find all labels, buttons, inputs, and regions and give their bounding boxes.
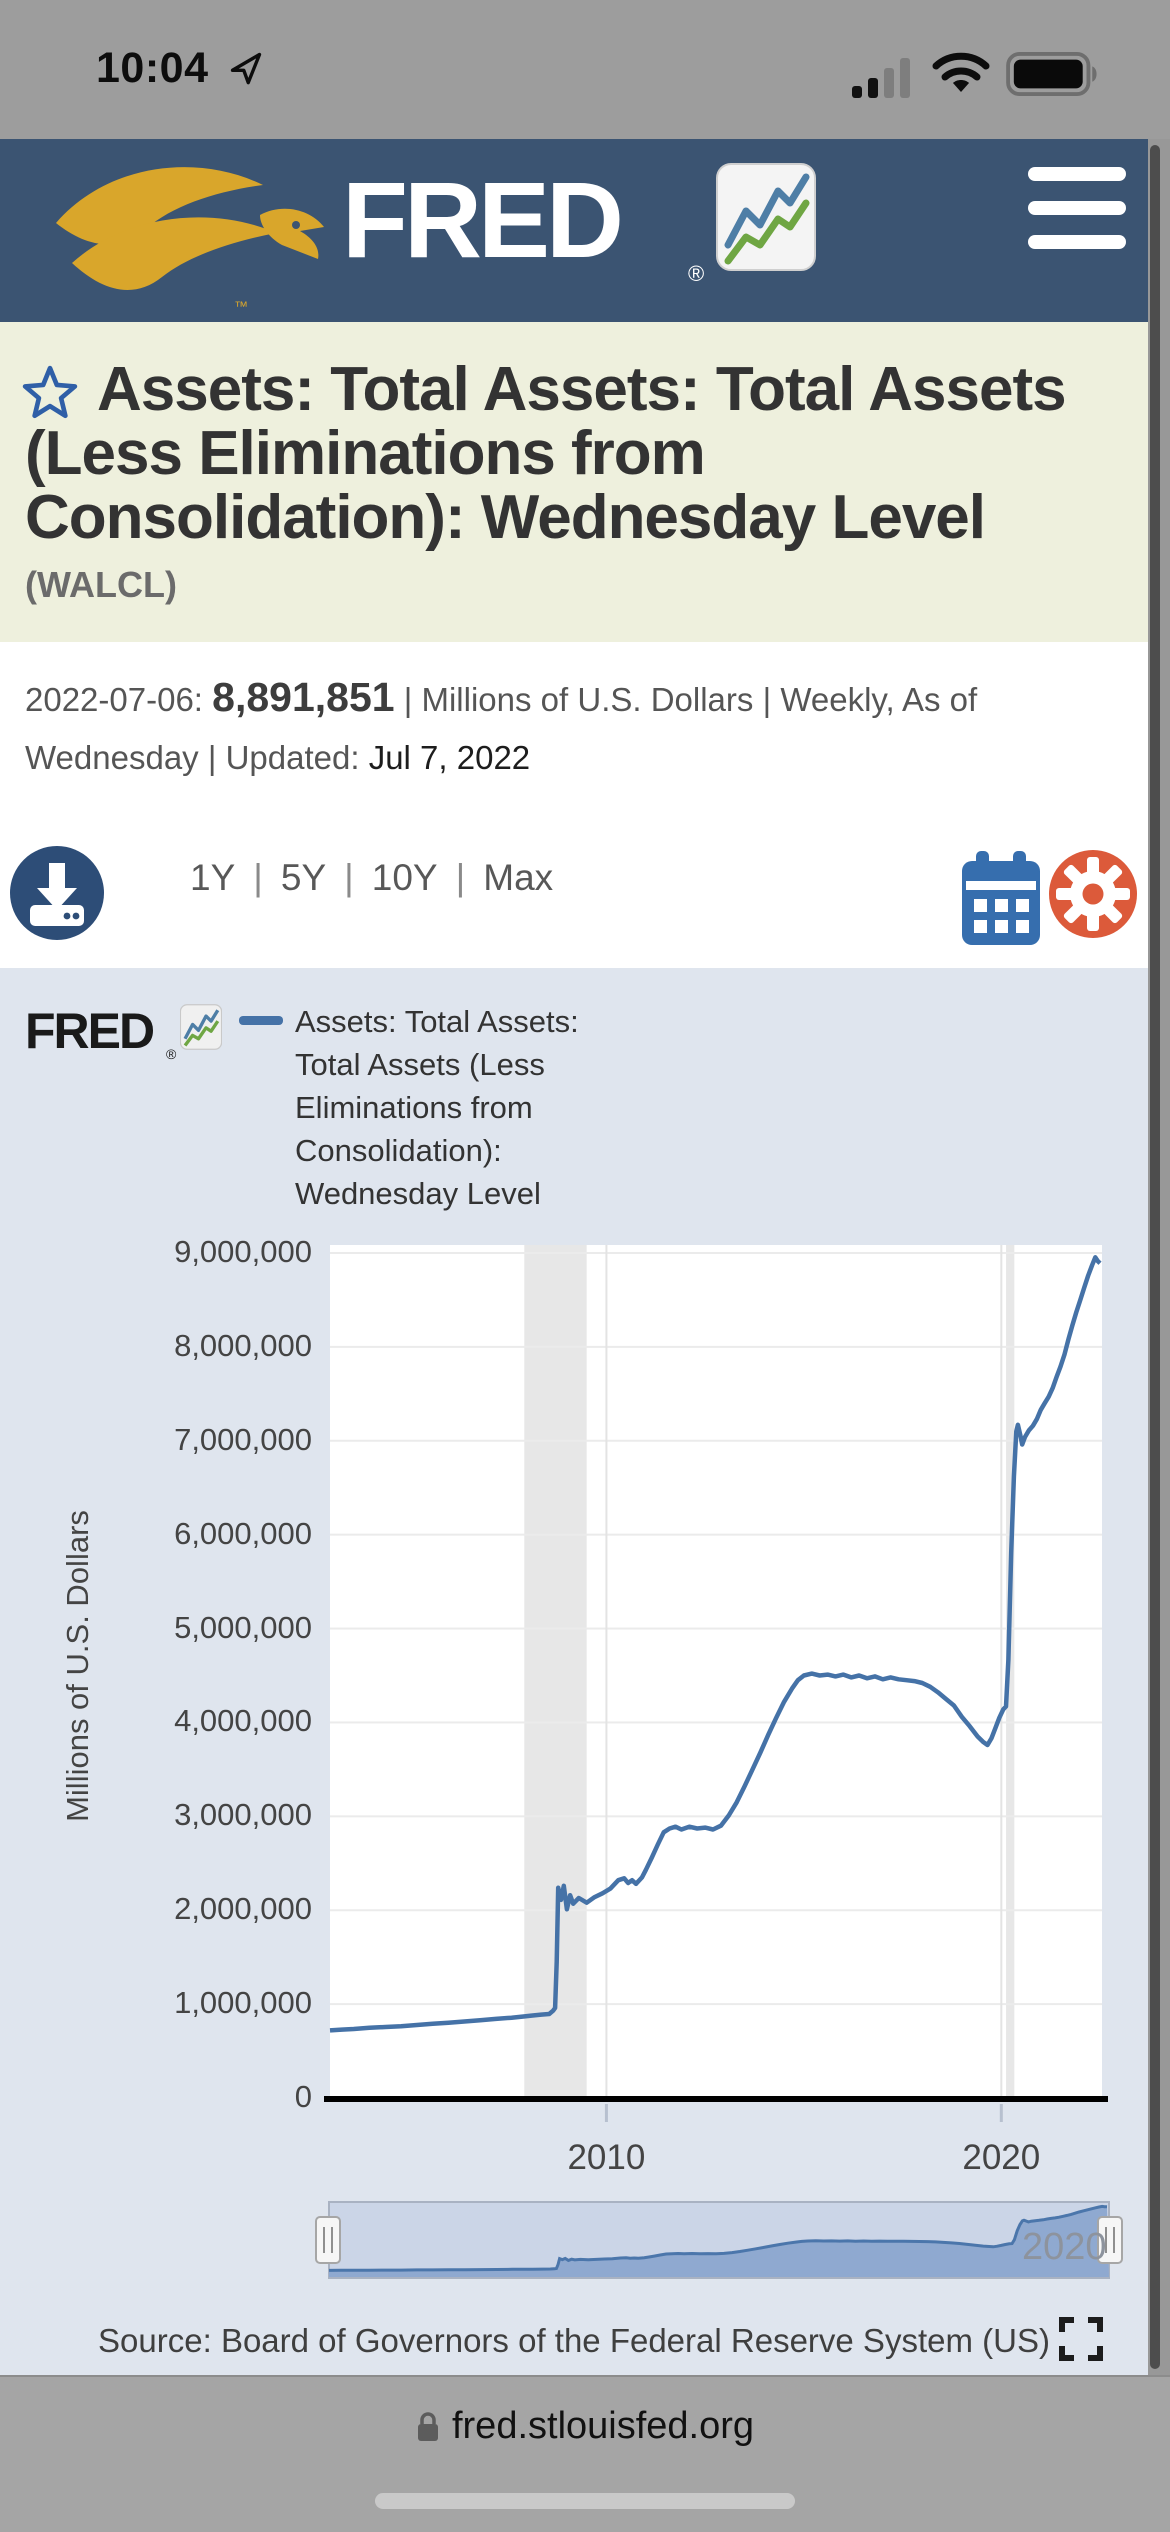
chart-toolbar: 1Y | 5Y | 10Y | Max — [0, 815, 1148, 968]
fred-chart-icon-small — [180, 1004, 222, 1050]
separator: | — [762, 681, 772, 718]
observation-text: 2022-07-06: 8,891,851 | Millions of U.S.… — [25, 668, 1037, 787]
range-link-5y[interactable]: 5Y — [280, 857, 327, 898]
recession-band — [1006, 1245, 1015, 2098]
scrollbar-thumb[interactable] — [1150, 145, 1160, 2369]
gridline-h — [330, 2003, 1102, 2006]
x-axis-line — [324, 2096, 1108, 2102]
lock-icon — [417, 2411, 438, 2441]
legend-line: Assets: Total Assets: — [295, 1004, 579, 1039]
fred-eagle-logo[interactable]: ™ — [38, 145, 338, 317]
gridline-h — [330, 1815, 1102, 1818]
status-bar: 10:04 — [0, 0, 1170, 139]
registered-mark: ® — [688, 261, 705, 286]
legend-line: Eliminations from — [295, 1090, 533, 1125]
menu-bar — [1028, 167, 1126, 181]
gridline-v — [1000, 1245, 1003, 2098]
x-axis-tick — [999, 2104, 1003, 2122]
separator: | — [403, 681, 413, 718]
slider-line — [328, 2204, 1108, 2272]
series-line — [329, 1255, 1102, 2033]
gridline-h — [330, 1721, 1102, 1724]
page-title: Assets: Total Assets: Total Assets (Less… — [25, 355, 1067, 552]
legend-line: Consolidation): — [295, 1133, 502, 1168]
menu-bar — [1028, 235, 1126, 249]
cellular-signal-icon — [852, 56, 914, 98]
legend-line: Total Assets (Less — [295, 1047, 545, 1082]
gridline-h — [330, 1909, 1102, 1912]
updated-date: Jul 7, 2022 — [368, 739, 531, 776]
y-tick-label: 2,000,000 — [174, 1891, 312, 1927]
x-axis-tick — [604, 2104, 608, 2122]
range-link-10y[interactable]: 10Y — [371, 857, 438, 898]
location-arrow-icon — [230, 52, 262, 85]
registered-mark: ® — [166, 1046, 177, 1062]
range-selector: 1Y | 5Y | 10Y | Max — [190, 857, 553, 899]
range-separator: | — [253, 857, 263, 898]
wifi-icon — [932, 52, 990, 92]
battery-icon — [1006, 52, 1097, 96]
updated-label: Updated: — [225, 739, 360, 776]
handle-grip — [323, 2227, 333, 2253]
calendar-button[interactable] — [962, 851, 1040, 947]
observation-value: 8,891,851 — [212, 674, 395, 720]
gridline-h — [330, 1345, 1102, 1348]
svg-text:™: ™ — [234, 298, 248, 314]
url-text: fred.stlouisfed.org — [451, 2405, 755, 2447]
observation-frequency: Weekly, As of Wednesday — [25, 681, 978, 776]
favorite-star-icon[interactable] — [22, 364, 78, 420]
y-tick-label: 5,000,000 — [174, 1609, 312, 1645]
legend-line: Wednesday Level — [295, 1176, 541, 1211]
y-tick-label: 3,000,000 — [174, 1797, 312, 1833]
y-tick-label: 7,000,000 — [174, 1421, 312, 1457]
y-tick-label: 9,000,000 — [174, 1234, 312, 1269]
source-text: Source: Board of Governors of the Federa… — [98, 2322, 1050, 2359]
y-tick-label: 1,000,000 — [174, 1985, 312, 2021]
observation-units: Millions of U.S. Dollars — [421, 681, 754, 718]
legend-line-swatch — [239, 1016, 283, 1025]
x-tick-label: 2020 — [962, 2138, 1041, 2177]
range-link-1y[interactable]: 1Y — [190, 857, 236, 898]
series-title-section: Assets: Total Assets: Total Assets (Less… — [0, 322, 1148, 642]
address-bar[interactable]: fred.stlouisfed.org — [0, 2405, 1170, 2448]
status-time: 10:04 — [96, 44, 209, 92]
handle-grip — [1105, 2227, 1115, 2253]
y-tick-label: 6,000,000 — [174, 1515, 312, 1551]
menu-button[interactable] — [1028, 167, 1126, 291]
plot-area — [330, 1245, 1102, 2098]
legend-label: Assets: Total Assets: Total Assets (Less E… — [295, 1000, 875, 1215]
range-separator: | — [344, 857, 354, 898]
slider-handle-right[interactable] — [1097, 2216, 1123, 2264]
download-button[interactable] — [10, 846, 104, 940]
gridline-h — [330, 1627, 1102, 1630]
observation-section: 2022-07-06: 8,891,851 | Millions of U.S.… — [0, 642, 1148, 817]
y-tick-label: 8,000,000 — [174, 1327, 312, 1363]
range-separator: | — [455, 857, 466, 898]
x-tick-label: 2010 — [567, 2138, 646, 2177]
series-id: (WALCL) — [25, 564, 177, 605]
fred-logo-text[interactable]: FRED — [342, 159, 624, 280]
settings-gear-button[interactable] — [1048, 849, 1138, 939]
fred-chart-icon — [716, 163, 816, 271]
separator: | — [207, 739, 217, 776]
range-link-max[interactable]: Max — [483, 857, 554, 898]
gridline-v — [605, 1245, 608, 2098]
gridline-h — [330, 1252, 1102, 1254]
menu-bar — [1028, 201, 1126, 215]
gridline-h — [330, 1439, 1102, 1442]
fred-watermark-text: FRED — [25, 1003, 155, 1059]
slider-area — [329, 2206, 1109, 2277]
home-indicator[interactable] — [375, 2493, 795, 2509]
site-header: ™ FRED ® — [0, 139, 1148, 322]
gridline-h — [330, 1533, 1102, 1536]
y-tick-label: 0 — [294, 2079, 312, 2114]
time-series-chart[interactable] — [0, 968, 1148, 2375]
observation-date: 2022-07-06: — [25, 681, 203, 718]
slider-handle-left[interactable] — [315, 2216, 341, 2264]
y-tick-label: 4,000,000 — [174, 1703, 312, 1739]
fullscreen-button[interactable] — [1058, 2316, 1104, 2362]
slider-year-label: 2020 — [1022, 2226, 1107, 2268]
